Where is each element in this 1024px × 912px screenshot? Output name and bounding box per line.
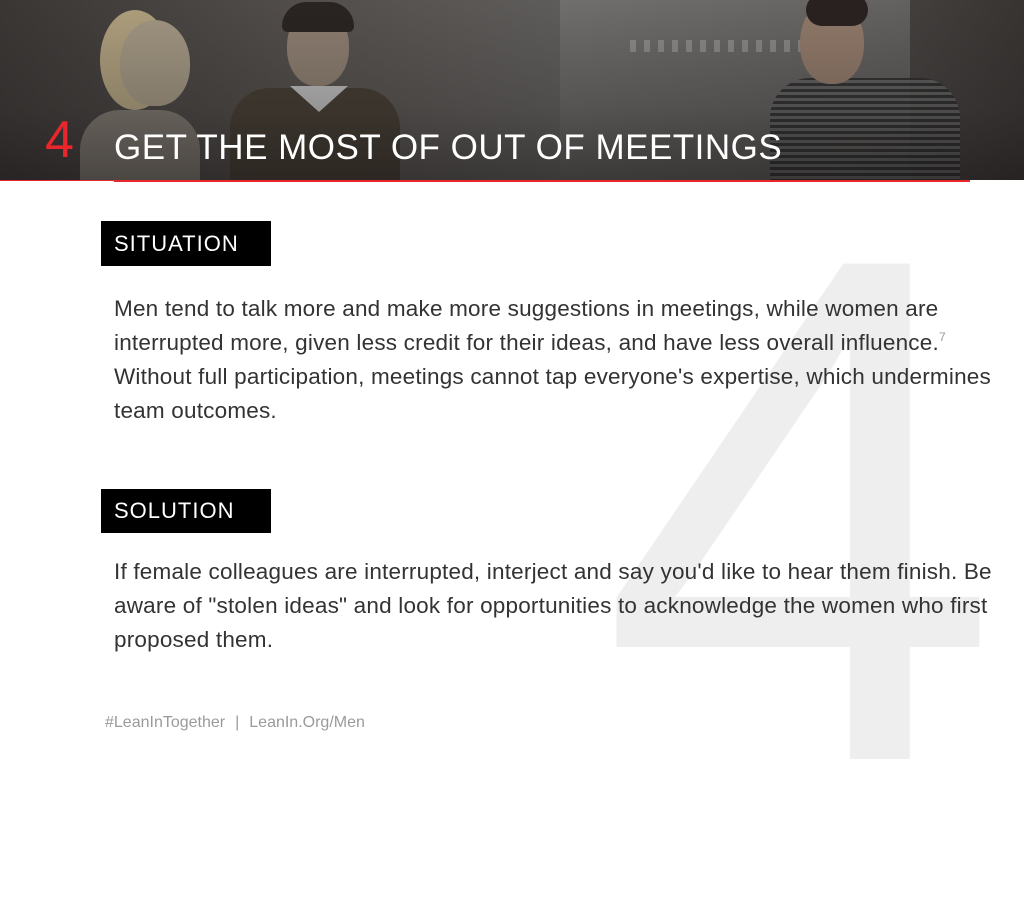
footer: #LeanInTogether | LeanIn.Org/Men [105, 714, 365, 732]
solution-label: SOLUTION [101, 489, 271, 533]
situation-text-main: Men tend to talk more and make more sugg… [114, 296, 939, 355]
header-overlay [0, 0, 1024, 180]
watermark-number: 4 [600, 107, 1001, 912]
solution-text: If female colleagues are interrupted, in… [114, 559, 992, 652]
header-photo [0, 0, 1024, 180]
situation-text-cont: Without full participation, meetings can… [114, 364, 991, 423]
footnote-ref: 7 [938, 330, 946, 344]
page-title: GET THE MOST OF OUT OF MEETINGS [114, 128, 783, 167]
situation-text: Men tend to talk more and make more sugg… [114, 292, 1009, 428]
footer-hashtag: #LeanInTogether [105, 714, 226, 731]
footer-separator: | [235, 714, 240, 731]
situation-label: SITUATION [101, 221, 271, 266]
section-number: 4 [45, 111, 74, 169]
title-underline-left [0, 180, 114, 181]
footer-url: LeanIn.Org/Men [249, 714, 365, 731]
title-underline [114, 180, 970, 182]
